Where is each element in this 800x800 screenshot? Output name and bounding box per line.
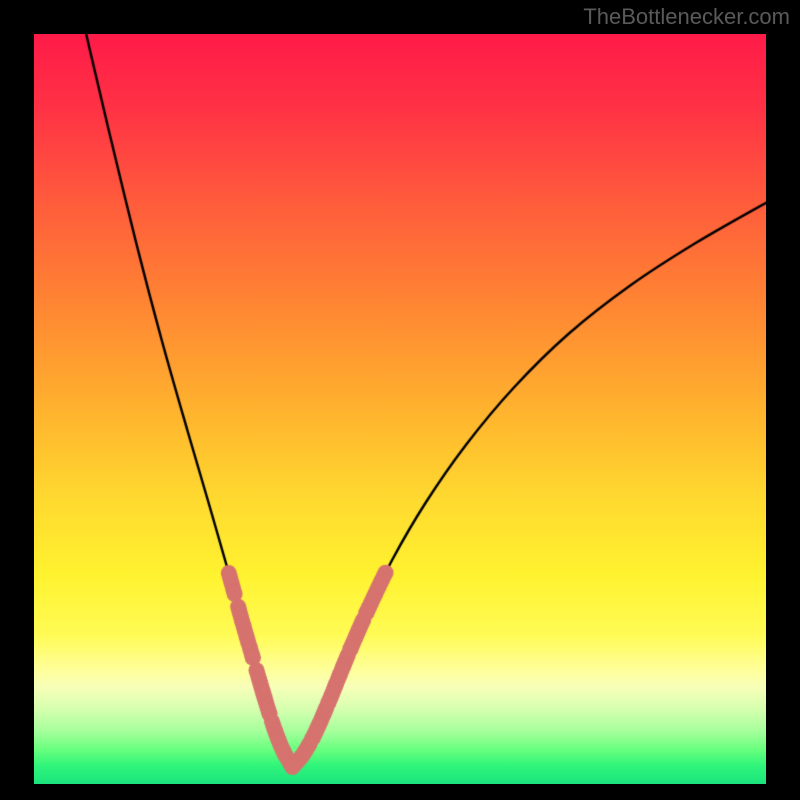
bottleneck-curve-chart [34,34,766,784]
watermark-text: TheBottlenecker.com [583,4,790,30]
stage: TheBottlenecker.com [0,0,800,800]
plot-area [34,34,766,784]
